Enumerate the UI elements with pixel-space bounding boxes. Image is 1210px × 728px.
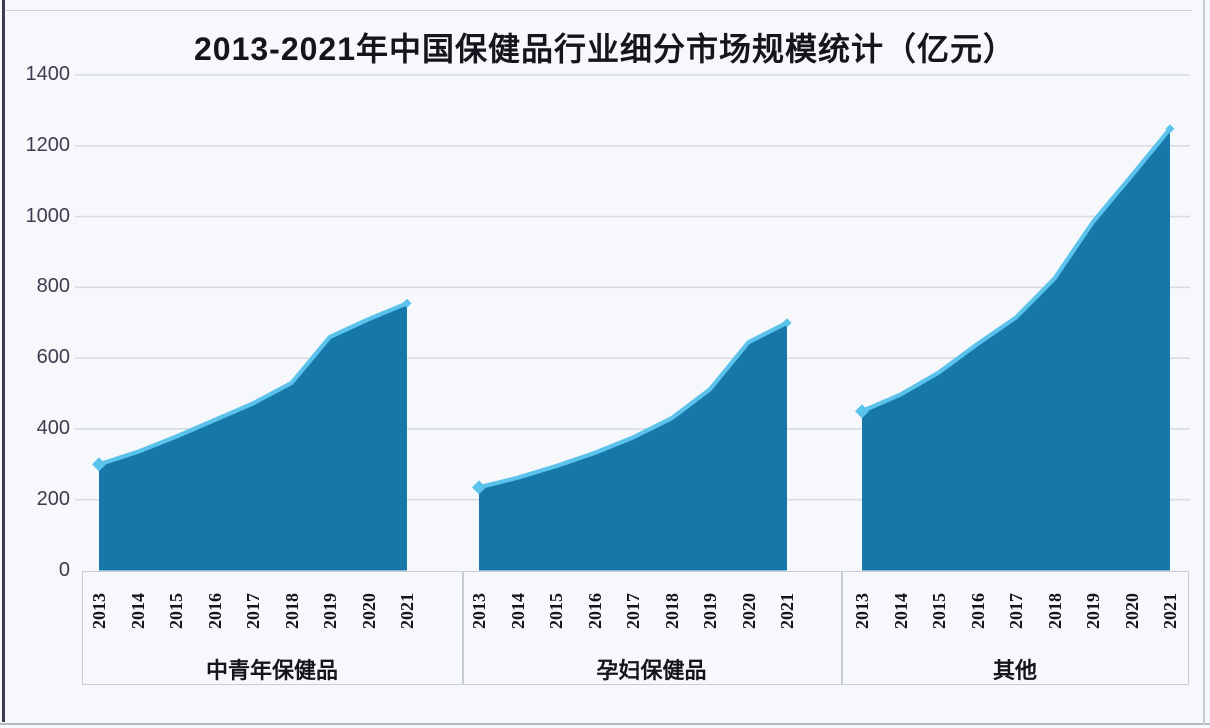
axis-separator	[841, 571, 843, 685]
last-point-marker-2	[1165, 124, 1175, 134]
year-label: 2014	[890, 593, 911, 629]
year-label: 2016	[967, 593, 988, 629]
year-label: 2020	[1121, 593, 1142, 629]
year-label: 2015	[166, 593, 186, 629]
year-label: 2019	[700, 593, 720, 629]
y-tick-label-600: 600	[36, 346, 70, 369]
series-label-2: 其他	[992, 658, 1037, 683]
year-label: 2021	[777, 593, 797, 629]
year-label: 2019	[320, 593, 340, 629]
year-label: 2018	[281, 593, 302, 629]
year-label: 2014	[127, 593, 148, 629]
y-tick-label-400: 400	[36, 416, 70, 439]
year-label: 2017	[623, 593, 643, 629]
category-axis-box	[82, 571, 1189, 685]
year-label: 2013	[89, 593, 109, 629]
first-point-marker-2	[855, 404, 869, 419]
area-series-1	[479, 322, 787, 571]
year-label: 2013	[469, 593, 489, 629]
y-tick-label-1200: 1200	[25, 133, 71, 156]
year-label: 2021	[397, 593, 417, 629]
frame-bottom-border	[0, 723, 1210, 725]
area-series-2	[862, 128, 1170, 571]
trend-line-1	[476, 320, 790, 490]
year-label: 2014	[507, 593, 528, 629]
chart-title: 2013-2021年中国保健品行业细分市场规模统计（亿元）	[193, 31, 1017, 67]
year-label: 2015	[929, 593, 949, 629]
year-label: 2018	[1044, 593, 1065, 629]
year-label: 2017	[1006, 593, 1026, 629]
area-series-0	[99, 303, 407, 571]
series-label-1: 孕妇保健品	[596, 658, 707, 683]
year-label: 2019	[1083, 593, 1103, 629]
frame-right-border	[1203, 0, 1205, 725]
series-label-0: 中青年保健品	[205, 658, 338, 683]
axis-separator	[462, 571, 464, 685]
last-point-marker-1	[782, 318, 792, 328]
year-label: 2013	[852, 593, 872, 629]
year-label: 2016	[204, 593, 225, 629]
year-label: 2015	[546, 593, 566, 629]
last-point-marker-0	[402, 298, 412, 308]
trend-line-0	[96, 301, 410, 467]
y-tick-label-200: 200	[36, 487, 70, 510]
y-tick-label-1400: 1400	[25, 63, 71, 85]
year-label: 2020	[358, 593, 379, 629]
first-point-marker-0	[92, 457, 106, 472]
year-label: 2016	[584, 593, 605, 629]
frame-left-border	[2, 0, 5, 722]
year-label: 2018	[661, 593, 682, 629]
year-label: 2020	[738, 593, 759, 629]
trend-line-2	[859, 126, 1173, 414]
frame-top-border	[6, 10, 1192, 11]
first-point-marker-1	[472, 480, 486, 495]
y-tick-label-1000: 1000	[25, 204, 71, 227]
year-label: 2021	[1160, 593, 1180, 629]
y-tick-label-0: 0	[58, 558, 70, 581]
year-label: 2017	[243, 593, 263, 629]
y-tick-label-800: 800	[36, 275, 70, 298]
